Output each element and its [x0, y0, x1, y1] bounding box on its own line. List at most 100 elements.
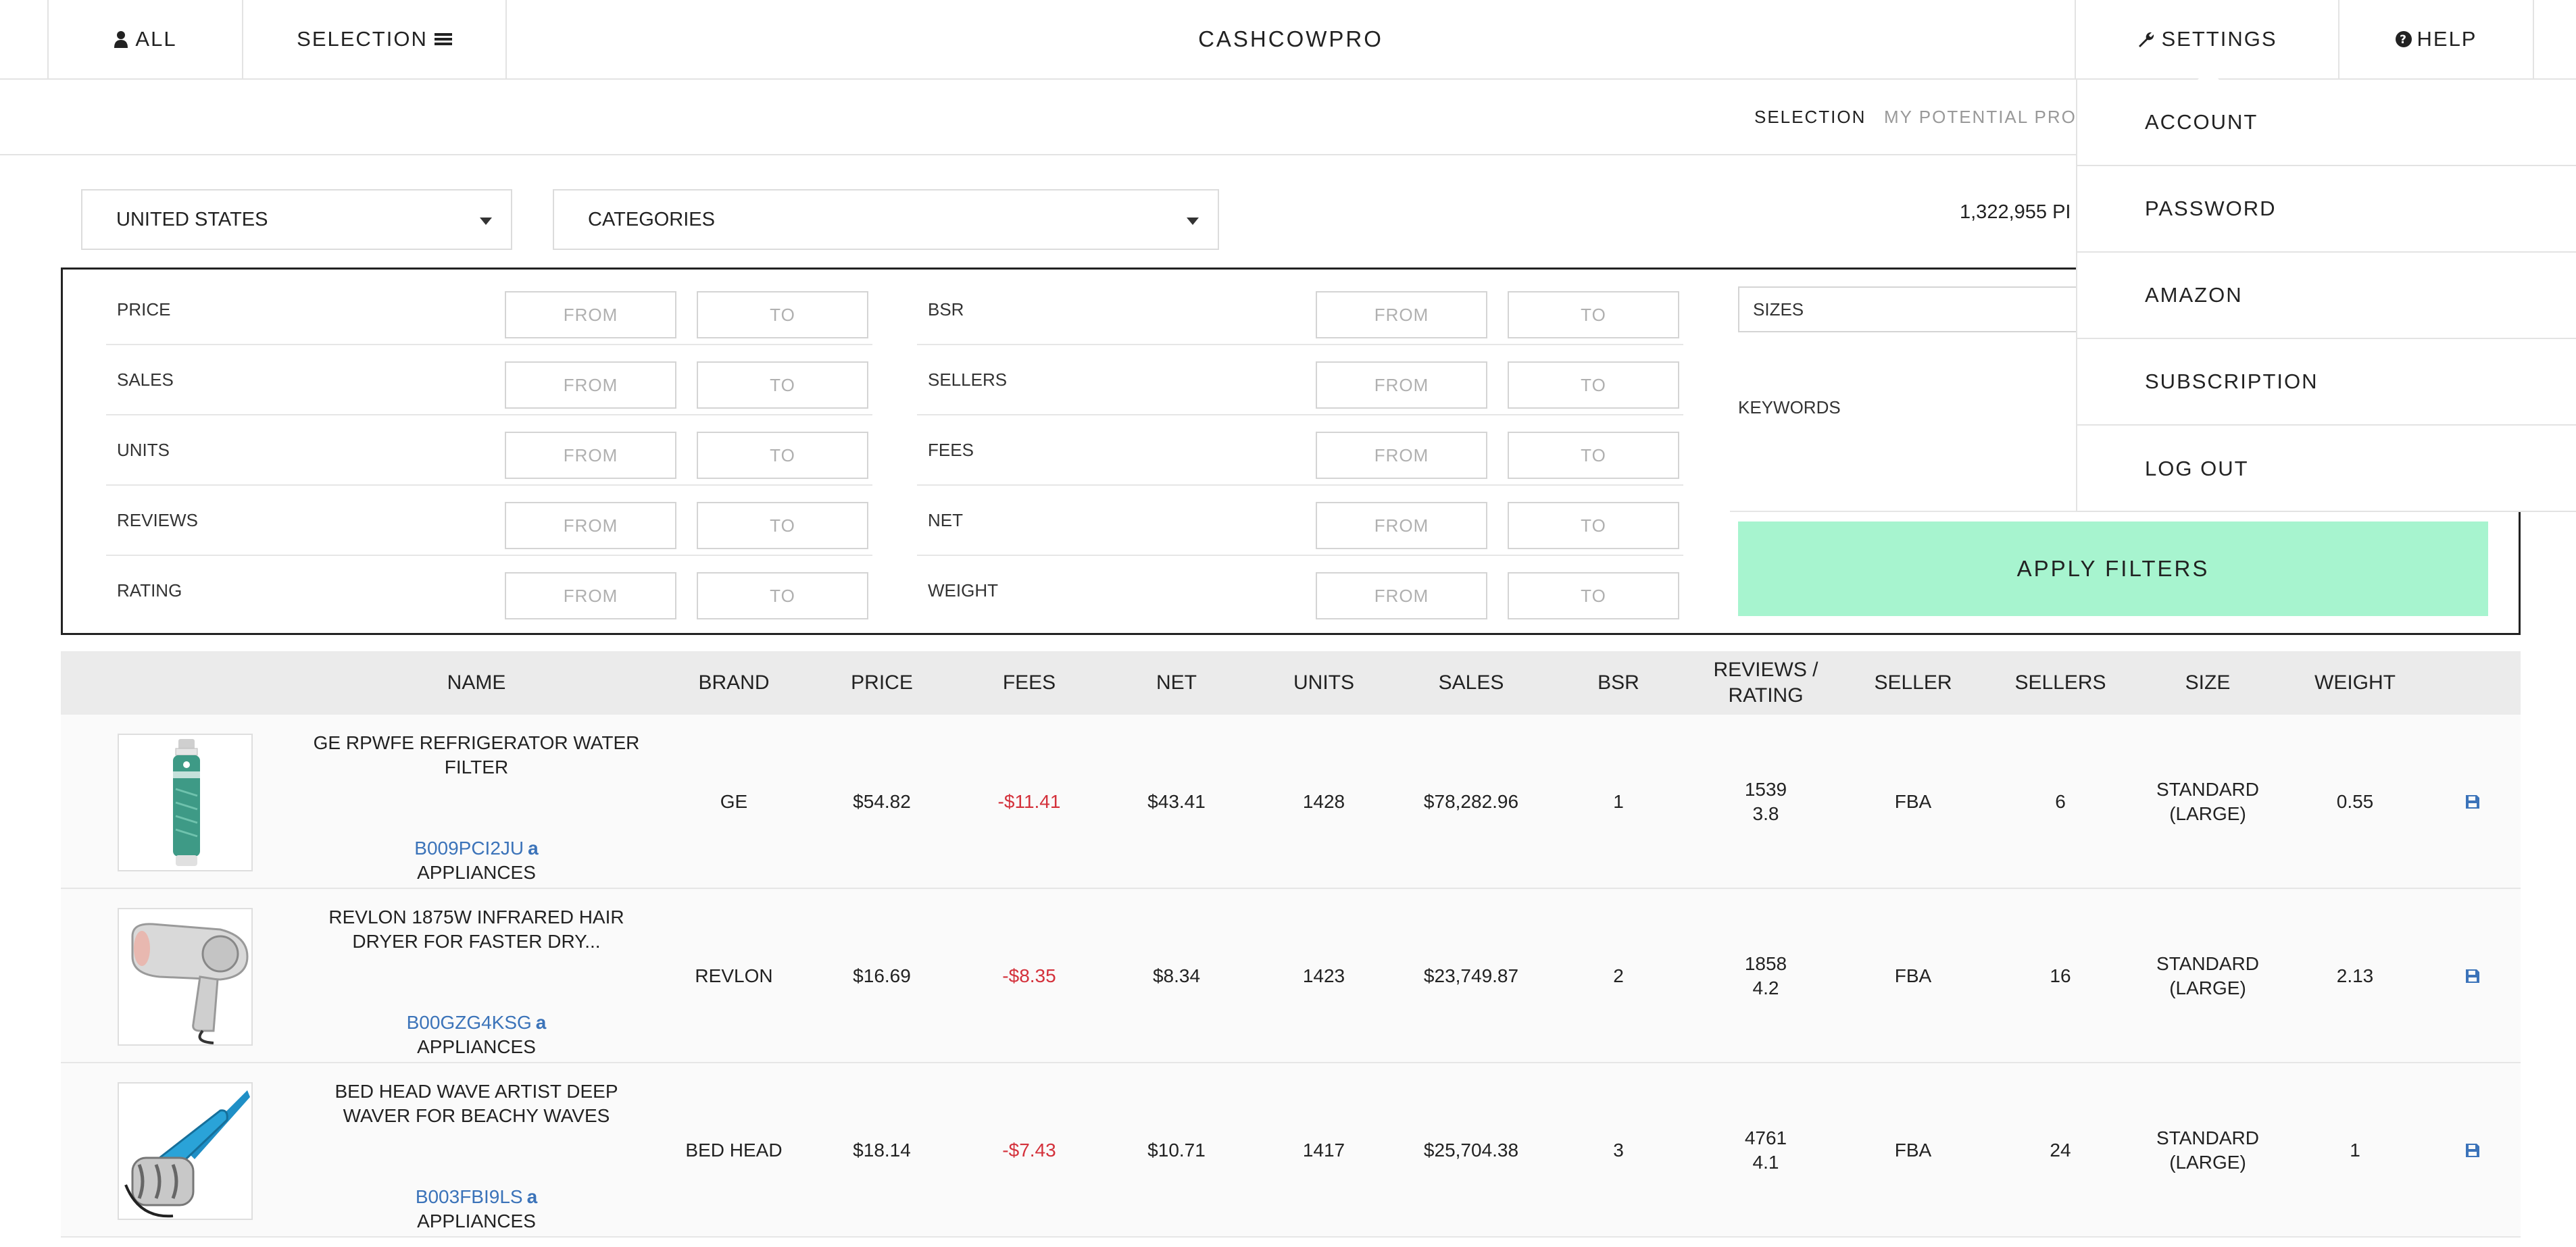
filter-row-weight: WEIGHT FROM TO [917, 556, 1683, 626]
cell-units: 1423 [1302, 965, 1345, 986]
cell-size: STANDARD (LARGE) [2156, 953, 2259, 998]
price-from-input[interactable]: FROM [505, 291, 676, 338]
cell-price: $16.69 [853, 965, 911, 986]
rating-to-input[interactable]: TO [697, 572, 868, 619]
col-header-net[interactable]: NET [1156, 671, 1197, 694]
asin-text[interactable]: B00GZG4KSG [406, 1012, 532, 1033]
filter-label: SALES [117, 369, 174, 390]
save-icon[interactable] [2464, 968, 2481, 984]
nav-divider [505, 0, 507, 78]
fees-to-input[interactable]: TO [1508, 432, 1679, 479]
cell-bsr: 1 [1613, 791, 1624, 812]
save-icon[interactable] [2464, 1142, 2481, 1159]
cell-bsr: 3 [1613, 1140, 1624, 1161]
nav-divider [47, 0, 49, 78]
product-thumbnail[interactable] [118, 1082, 253, 1220]
filter-label: WEIGHT [928, 580, 998, 601]
subnav-my-potential-tab[interactable]: MY POTENTIAL PROI [1884, 106, 2083, 127]
nav-help-label: HELP [2417, 27, 2477, 51]
cell-weight: 2.13 [2336, 965, 2374, 986]
subnav-selection-tab[interactable]: SELECTION [1754, 106, 1866, 127]
filter-label: PRICE [117, 299, 171, 320]
asin-link[interactable]: B009PCI2JU a [311, 838, 642, 859]
menu-item-log-out[interactable]: LOG OUT [2145, 457, 2249, 480]
units-from-input[interactable]: FROM [505, 432, 676, 479]
col-header-name[interactable]: NAME [447, 671, 506, 694]
sizes-select-value: SIZES [1753, 299, 1804, 320]
col-header-sellers[interactable]: SELLERS [2014, 671, 2106, 694]
filter-row-sales: SALES FROM TO [106, 345, 872, 415]
rating-from-input[interactable]: FROM [505, 572, 676, 619]
product-name[interactable]: GE RPWFE REFRIGERATOR WATER FILTER [313, 732, 640, 778]
dropdown-arrow [2198, 69, 2219, 80]
fees-from-input[interactable]: FROM [1316, 432, 1487, 479]
menu-item-password[interactable]: PASSWORD [2077, 166, 2576, 253]
user-icon [114, 31, 128, 48]
product-thumbnail[interactable] [118, 908, 253, 1046]
col-header-fees[interactable]: FEES [1002, 671, 1056, 694]
bsr-to-input[interactable]: TO [1508, 291, 1679, 338]
reviews-to-input[interactable]: TO [697, 502, 868, 549]
cell-sales: $23,749.87 [1423, 965, 1519, 986]
cell-bsr: 2 [1613, 965, 1624, 986]
table-row[interactable]: REVLON 1875W INFRARED HAIR DRYER FOR FAS… [61, 889, 2521, 1063]
product-name[interactable]: REVLON 1875W INFRARED HAIR DRYER FOR FAS… [328, 907, 624, 952]
categories-select[interactable]: CATEGORIES [553, 189, 1219, 250]
col-header-brand[interactable]: BRAND [698, 671, 770, 694]
cell-reviews-rating: 4761 4.1 [1696, 1063, 1835, 1238]
table-row[interactable]: BED HEAD WAVE ARTIST DEEP WAVER FOR BEAC… [61, 1063, 2521, 1238]
brand-title: CASHCOWPRO [1198, 26, 1383, 51]
country-select[interactable]: UNITED STATES [81, 189, 512, 250]
sub-nav: SELECTION MY POTENTIAL PROI [0, 80, 2576, 155]
units-to-input[interactable]: TO [697, 432, 868, 479]
net-from-input[interactable]: FROM [1316, 502, 1487, 549]
col-header-bsr[interactable]: BSR [1597, 671, 1639, 694]
apply-filters-button[interactable]: APPLY FILTERS [1738, 521, 2488, 616]
bsr-from-input[interactable]: FROM [1316, 291, 1487, 338]
col-header-sales[interactable]: SALES [1438, 671, 1504, 694]
menu-item-subscription[interactable]: SUBSCRIPTION [2077, 339, 2576, 426]
col-header-price[interactable]: PRICE [851, 671, 913, 694]
nav-all-button[interactable]: ALL [49, 0, 242, 78]
sizes-select[interactable]: SIZES [1738, 286, 2103, 332]
product-thumbnail[interactable] [118, 734, 253, 871]
save-icon[interactable] [2464, 794, 2481, 810]
table-row[interactable]: GE RPWFE REFRIGERATOR WATER FILTER B009P… [61, 715, 2521, 889]
menu-item-amazon[interactable]: AMAZON [2077, 253, 2576, 339]
filter-label: REVIEWS [117, 509, 198, 530]
net-to-input[interactable]: TO [1508, 502, 1679, 549]
weight-from-input[interactable]: FROM [1316, 572, 1487, 619]
sales-to-input[interactable]: TO [697, 361, 868, 409]
filter-label: BSR [928, 299, 964, 320]
cell-net: $8.34 [1152, 965, 1201, 986]
col-header-reviews-rating[interactable]: REVIEWS / RATING [1713, 659, 1818, 707]
col-header-weight[interactable]: WEIGHT [2314, 671, 2396, 694]
asin-link[interactable]: B003FBI9LS a [311, 1186, 642, 1208]
col-header-seller[interactable]: SELLER [1874, 671, 1952, 694]
sellers-to-input[interactable]: TO [1508, 361, 1679, 409]
asin-text[interactable]: B003FBI9LS [415, 1186, 523, 1207]
reviews-from-input[interactable]: FROM [505, 502, 676, 549]
amazon-icon[interactable]: a [528, 838, 539, 859]
filter-row-fees: FEES FROM TO [917, 415, 1683, 486]
nav-settings-button[interactable]: SETTINGS [2076, 0, 2338, 78]
sellers-from-input[interactable]: FROM [1316, 361, 1487, 409]
asin-text[interactable]: B009PCI2JU [414, 838, 524, 859]
product-name[interactable]: BED HEAD WAVE ARTIST DEEP WAVER FOR BEAC… [335, 1081, 618, 1126]
col-header-units[interactable]: UNITS [1293, 671, 1354, 694]
cell-price: $18.14 [853, 1140, 911, 1161]
filter-row-reviews: REVIEWS FROM TO [106, 486, 872, 556]
filter-row-net: NET FROM TO [917, 486, 1683, 556]
cell-sales: $78,282.96 [1423, 791, 1519, 812]
nav-help-button[interactable]: ? HELP [2339, 0, 2533, 78]
weight-to-input[interactable]: TO [1508, 572, 1679, 619]
nav-selection-button[interactable]: SELECTION [243, 0, 505, 78]
menu-item-account[interactable]: ACCOUNT [2077, 80, 2576, 166]
asin-link[interactable]: B00GZG4KSG a [311, 1012, 642, 1034]
amazon-icon[interactable]: a [535, 1012, 547, 1033]
sales-from-input[interactable]: FROM [505, 361, 676, 409]
amazon-icon[interactable]: a [526, 1186, 538, 1207]
col-header-size[interactable]: SIZE [2185, 671, 2231, 694]
price-to-input[interactable]: TO [697, 291, 868, 338]
product-name-cell: BED HEAD WAVE ARTIST DEEP WAVER FOR BEAC… [311, 1079, 642, 1239]
